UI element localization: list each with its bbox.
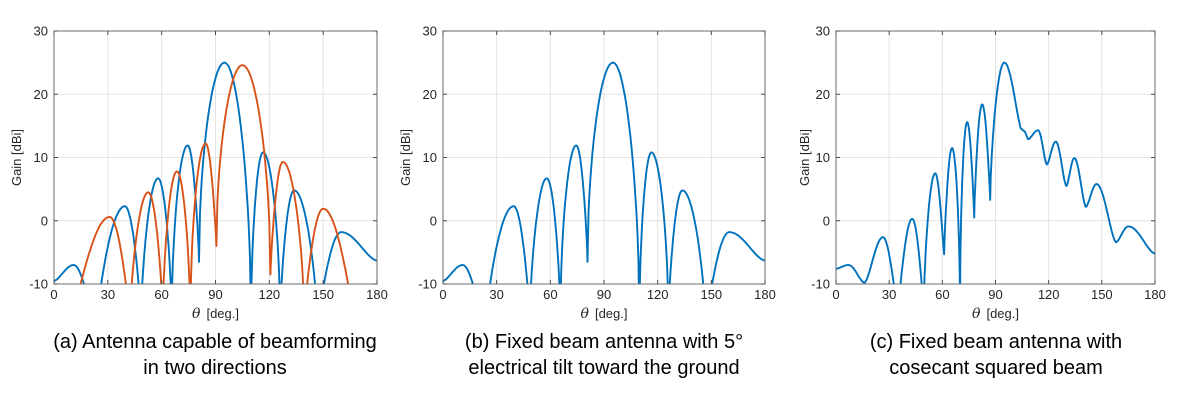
y-tick-label: 10 — [34, 150, 48, 165]
caption-b: (b) Fixed beam antenna with 5° electrica… — [419, 329, 789, 381]
series-group — [836, 61, 1155, 284]
x-tick-label: 30 — [882, 287, 896, 302]
caption-a: (a) Antenna capable of beamforming in tw… — [30, 329, 400, 381]
y-tick-label: 0 — [430, 213, 437, 228]
x-axis-label: θ [deg.] — [581, 306, 628, 322]
x-tick-label: 60 — [935, 287, 949, 302]
y-tick-label: 30 — [34, 24, 48, 39]
caption-b-line2: electrical tilt toward the ground — [468, 357, 740, 379]
y-tick-label: 20 — [423, 87, 437, 102]
x-tick-label: 0 — [439, 287, 446, 302]
gain-curve-0 — [54, 61, 377, 284]
panel-a: 0 30 60 90 120 150 180 -10 0 10 20 30 θ [deg.] Gain [d… — [0, 0, 400, 400]
x-tick-label: 180 — [1144, 287, 1166, 302]
y-axis-label: Gain [dBi] — [9, 129, 24, 186]
x-tick-label: 90 — [988, 287, 1002, 302]
x-tick-label: 0 — [832, 287, 839, 302]
series-group — [443, 61, 765, 284]
caption-a-line1: (a) Antenna capable of beamforming — [53, 331, 377, 353]
x-tick-label: 120 — [647, 287, 669, 302]
x-tick-label: 180 — [754, 287, 776, 302]
y-tick-label: 0 — [823, 213, 830, 228]
gain-curve-0 — [443, 61, 765, 284]
x-tick-label: 150 — [1091, 287, 1113, 302]
panel-b: 0 30 60 90 120 150 180 -10 0 10 20 30 θ [deg.] Gain [d… — [400, 0, 800, 400]
x-tick-label: 30 — [101, 287, 115, 302]
panel-c: 0 30 60 90 120 150 180 -10 0 10 20 30 θ [deg.] Gain [d… — [800, 0, 1200, 400]
series-group — [54, 61, 377, 284]
x-tick-label: 120 — [258, 287, 280, 302]
y-axis-label: Gain [dBi] — [400, 129, 413, 186]
y-tick-label: 30 — [816, 24, 830, 39]
caption-a-line2: in two directions — [143, 357, 287, 379]
x-tick-label: 90 — [597, 287, 611, 302]
x-axis-label: θ [deg.] — [192, 306, 239, 322]
y-axis-label: Gain [dBi] — [800, 129, 812, 186]
y-tick-label: 10 — [423, 150, 437, 165]
y-tick-label: -10 — [29, 277, 48, 292]
caption-c-line1: (c) Fixed beam antenna with — [869, 331, 1123, 353]
x-tick-label: 180 — [366, 287, 388, 302]
x-axis-label: θ [deg.] — [972, 306, 1019, 322]
gain-curve-0 — [836, 61, 1155, 284]
x-tick-label: 60 — [543, 287, 557, 302]
caption-b-line1: (b) Fixed beam antenna with 5° — [464, 331, 744, 353]
x-tick-label: 150 — [700, 287, 722, 302]
y-tick-label: 20 — [816, 87, 830, 102]
y-tick-label: -10 — [811, 277, 830, 292]
y-tick-label: 30 — [423, 24, 437, 39]
y-tick-label: 0 — [41, 213, 48, 228]
caption-c: (c) Fixed beam antenna with cosecant squ… — [811, 329, 1181, 381]
x-tick-label: 30 — [489, 287, 503, 302]
x-tick-label: 150 — [312, 287, 334, 302]
gain-curve-1 — [79, 64, 350, 284]
caption-c-line2: cosecant squared beam — [889, 357, 1103, 379]
x-tick-label: 60 — [154, 287, 168, 302]
x-tick-label: 90 — [208, 287, 222, 302]
y-tick-label: 20 — [34, 87, 48, 102]
x-tick-label: 0 — [50, 287, 57, 302]
y-tick-label: 10 — [816, 150, 830, 165]
y-tick-label: -10 — [418, 277, 437, 292]
x-tick-label: 120 — [1038, 287, 1060, 302]
